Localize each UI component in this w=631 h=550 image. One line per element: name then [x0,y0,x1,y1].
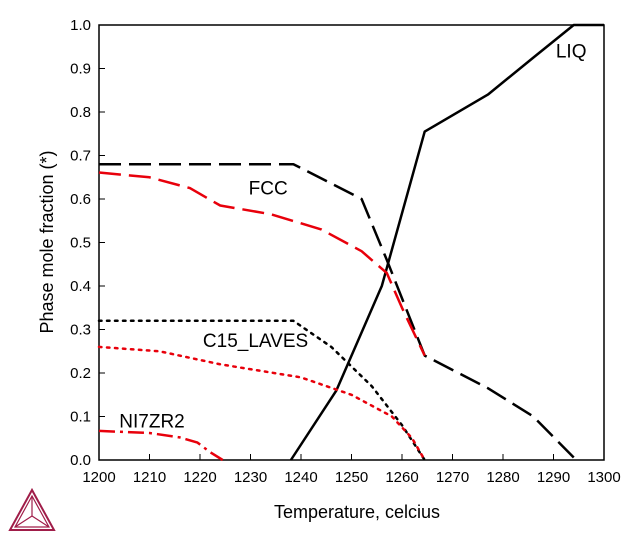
x-tick-label: 1210 [133,469,166,486]
fcc-curve-red [98,171,426,357]
thermo-calc-logo [8,487,56,531]
c15-laves-curve-red [97,345,426,462]
x-tick-label: 1220 [183,469,216,486]
y-tick-label: 0.6 [70,191,91,208]
y-tick-label: 0.5 [70,235,91,252]
x-tick-label: 1270 [436,469,469,486]
y-tick-label: 0.4 [70,278,91,295]
x-tick-label: 1260 [385,469,418,486]
x-tick-label: 1230 [234,469,267,486]
liq-curve [289,23,604,461]
x-tick-label: 1240 [284,469,317,486]
y-tick-label: 0.1 [70,409,91,426]
y-tick-label: 0.0 [70,452,91,469]
label-ni7zr2: NI7ZR2 [119,411,184,432]
ni7zr2-curve [98,429,224,462]
logo-inner-triangle [13,494,51,528]
logo-outer-triangle [8,487,56,531]
logo-line-3 [31,515,50,528]
x-axis-label: Temperature, celcius [274,502,440,522]
axis-ticks: 1200 1210 1220 1230 1240 1250 1260 1270 1280 1290… [70,17,621,486]
y-axis-label: Phase mole fraction (*) [37,150,57,333]
y-tick-label: 1.0 [70,17,91,34]
x-tick-label: 1290 [537,469,570,486]
y-tick-label: 0.8 [70,104,91,121]
data-series [97,23,604,462]
x-tick-label: 1250 [335,469,368,486]
label-c15-laves: C15_LAVES [203,331,308,352]
y-tick-label: 0.7 [70,148,91,165]
x-tick-label: 1280 [486,469,519,486]
logo-line-2 [14,515,33,528]
fcc-curve-black [99,162,578,461]
label-liq: LIQ [556,42,587,63]
y-tick-label: 0.2 [70,365,91,382]
curve-annotations: LIQ FCC C15_LAVES NI7ZR2 [119,42,586,433]
y-tick-label: 0.9 [70,61,91,78]
c15-laves-curve-black [97,319,426,462]
x-tick-label: 1300 [587,469,620,486]
label-fcc: FCC [249,179,288,200]
y-tick-label: 0.3 [70,322,91,339]
x-tick-label: 1200 [82,469,115,486]
